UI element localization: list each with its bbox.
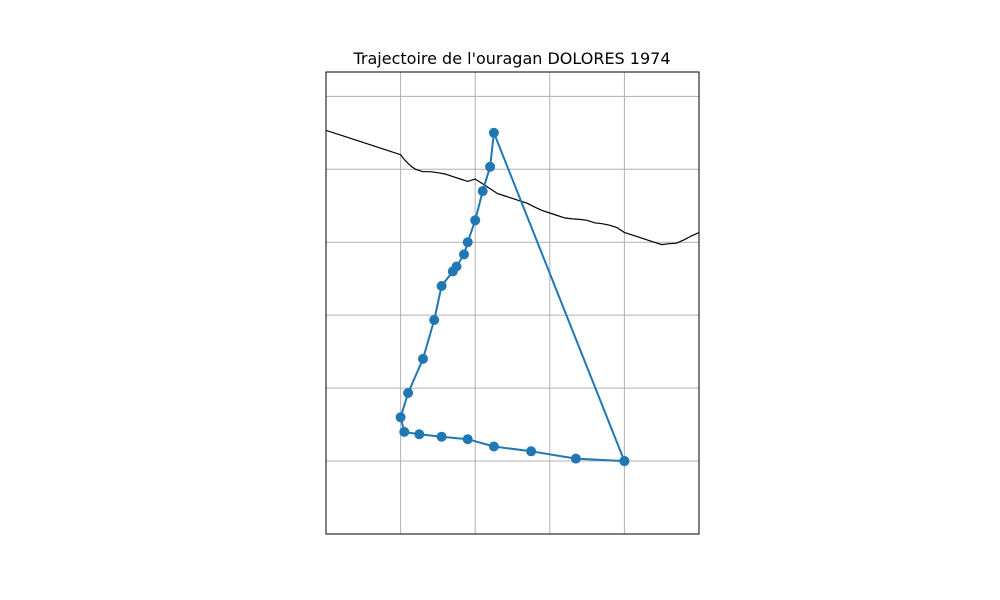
map-title: Trajectoire de l'ouragan DOLORES 1974 bbox=[352, 49, 670, 68]
track-point bbox=[414, 429, 425, 440]
track-point bbox=[462, 434, 473, 445]
track-line bbox=[399, 131, 626, 463]
track-point bbox=[488, 441, 499, 452]
track-point bbox=[462, 237, 473, 248]
track-point bbox=[436, 431, 447, 442]
track-point bbox=[488, 127, 499, 138]
track-point bbox=[436, 281, 447, 291]
track-point bbox=[570, 453, 581, 464]
track-point bbox=[470, 215, 481, 226]
track-point bbox=[485, 161, 496, 172]
track-point bbox=[619, 456, 630, 467]
coastline-layer bbox=[326, 129, 699, 246]
track-point bbox=[459, 249, 469, 260]
gridlines bbox=[326, 72, 700, 534]
track-point bbox=[399, 426, 410, 437]
track-point bbox=[477, 186, 488, 197]
map-frame bbox=[325, 71, 700, 535]
track-layer bbox=[395, 127, 630, 467]
track-point bbox=[429, 315, 440, 325]
track-point bbox=[451, 261, 462, 272]
track-point bbox=[526, 446, 537, 457]
coastline bbox=[326, 129, 699, 246]
track-point bbox=[418, 353, 428, 364]
track-point bbox=[403, 388, 414, 398]
track-point bbox=[395, 412, 406, 423]
